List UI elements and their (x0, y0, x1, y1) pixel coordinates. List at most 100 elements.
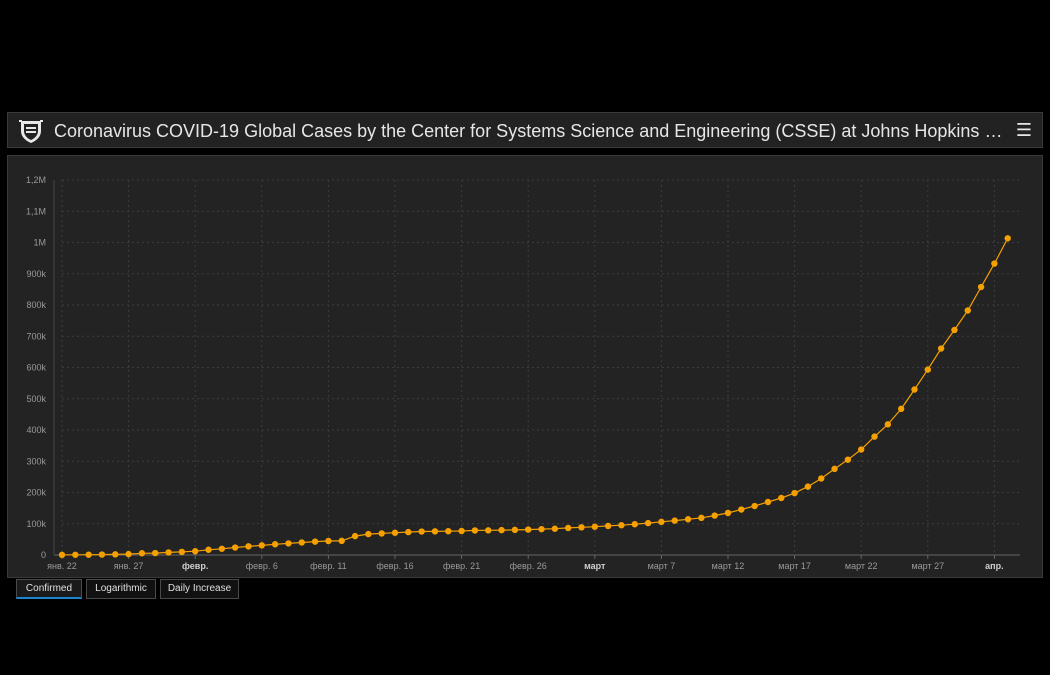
data-point[interactable] (831, 465, 838, 473)
data-point[interactable] (58, 551, 66, 559)
data-point[interactable] (684, 516, 692, 523)
page-title: Coronavirus COVID-19 Global Cases by the… (54, 121, 1004, 141)
y-tick-label: 100k (26, 519, 46, 529)
data-point[interactable] (1004, 235, 1011, 242)
data-point[interactable] (591, 523, 598, 530)
data-point[interactable] (72, 551, 79, 558)
data-point[interactable] (245, 543, 252, 550)
x-tick-label: февр. 11 (310, 561, 347, 571)
x-tick-label: март (584, 561, 606, 571)
y-tick-label: 600k (26, 363, 46, 373)
data-point[interactable] (738, 506, 745, 513)
data-point[interactable] (351, 532, 359, 540)
data-point[interactable] (471, 527, 479, 534)
data-point[interactable] (644, 519, 652, 527)
data-point[interactable] (698, 514, 705, 522)
y-tick-label: 300k (26, 456, 46, 466)
data-point[interactable] (138, 550, 146, 557)
x-tick-label: февр. 6 (246, 561, 278, 571)
data-point[interactable] (525, 526, 532, 533)
data-point[interactable] (631, 521, 638, 528)
data-point[interactable] (218, 545, 226, 552)
data-point[interactable] (231, 544, 239, 551)
y-tick-label: 1M (33, 238, 46, 248)
data-point[interactable] (445, 527, 452, 535)
y-tick-label: 400k (26, 425, 46, 435)
data-point[interactable] (205, 546, 212, 553)
data-point[interactable] (991, 260, 998, 267)
y-tick-label: 700k (26, 331, 46, 341)
data-point[interactable] (911, 386, 918, 393)
x-tick-label: февр. 16 (376, 561, 413, 571)
data-point[interactable] (85, 551, 92, 558)
jhu-shield-icon (19, 120, 43, 143)
data-point[interactable] (365, 530, 372, 538)
data-point[interactable] (391, 529, 399, 536)
tab-daily-increase[interactable]: Daily Increase (160, 579, 239, 599)
hamburger-menu-button[interactable]: ☰ (1014, 119, 1034, 141)
data-point[interactable] (844, 456, 852, 463)
x-tick-label: март 7 (648, 561, 676, 571)
data-point[interactable] (764, 498, 772, 506)
data-point[interactable] (325, 537, 332, 545)
data-point[interactable] (937, 345, 945, 352)
y-tick-label: 800k (26, 300, 46, 310)
data-point[interactable] (964, 307, 971, 314)
data-point[interactable] (924, 366, 931, 373)
x-tick-label: февр. (182, 561, 208, 571)
data-point[interactable] (298, 539, 305, 546)
y-tick-label: 1,1M (26, 206, 46, 216)
y-tick-label: 500k (26, 394, 46, 404)
data-point[interactable] (778, 494, 785, 502)
data-point[interactable] (98, 551, 106, 558)
y-tick-label: 200k (26, 488, 46, 498)
data-point[interactable] (458, 527, 465, 535)
data-point[interactable] (804, 483, 812, 490)
data-point[interactable] (751, 502, 758, 510)
data-point[interactable] (431, 528, 439, 535)
data-point[interactable] (658, 518, 665, 526)
data-point[interactable] (818, 475, 825, 482)
data-point[interactable] (378, 530, 385, 537)
confirmed-cases-chart: 0 100k 200k 300k 400k 500k 600k 700k 800k 900k 1M 1… (26, 175, 1020, 571)
data-point[interactable] (338, 537, 345, 545)
data-point[interactable] (165, 549, 172, 556)
data-point[interactable] (871, 433, 878, 440)
data-point[interactable] (405, 528, 412, 536)
x-tick-label: март 27 (911, 561, 944, 571)
data-point[interactable] (152, 549, 159, 557)
data-point[interactable] (897, 405, 905, 413)
dashboard-header: Coronavirus COVID-19 Global Cases by the… (7, 112, 1043, 148)
data-point[interactable] (671, 517, 678, 524)
data-point[interactable] (618, 522, 625, 529)
tab-logarithmic[interactable]: Logarithmic (86, 579, 156, 599)
data-point[interactable] (884, 421, 892, 428)
data-point[interactable] (604, 522, 612, 530)
x-tick-label: март 17 (778, 561, 811, 571)
data-point[interactable] (418, 528, 425, 535)
data-point[interactable] (711, 512, 718, 519)
x-tick-label: февр. 21 (443, 561, 480, 571)
data-point[interactable] (311, 538, 319, 545)
x-tick-label: янв. 22 (47, 561, 77, 571)
tab-confirmed[interactable]: Confirmed (16, 579, 82, 599)
data-point[interactable] (551, 525, 559, 532)
data-point[interactable] (977, 283, 985, 291)
data-point[interactable] (192, 548, 199, 555)
data-point[interactable] (791, 489, 798, 497)
data-point[interactable] (178, 548, 186, 556)
data-point[interactable] (578, 524, 585, 531)
data-point[interactable] (485, 527, 492, 534)
data-point[interactable] (112, 551, 119, 558)
data-point[interactable] (271, 541, 279, 548)
data-point[interactable] (564, 524, 572, 532)
data-point[interactable] (511, 526, 519, 534)
data-point[interactable] (258, 542, 265, 549)
data-point[interactable] (858, 446, 865, 453)
data-point[interactable] (498, 526, 505, 534)
data-point[interactable] (125, 550, 132, 558)
data-point[interactable] (538, 525, 545, 533)
data-point[interactable] (285, 540, 292, 547)
data-point[interactable] (724, 509, 732, 517)
data-point[interactable] (951, 326, 958, 334)
